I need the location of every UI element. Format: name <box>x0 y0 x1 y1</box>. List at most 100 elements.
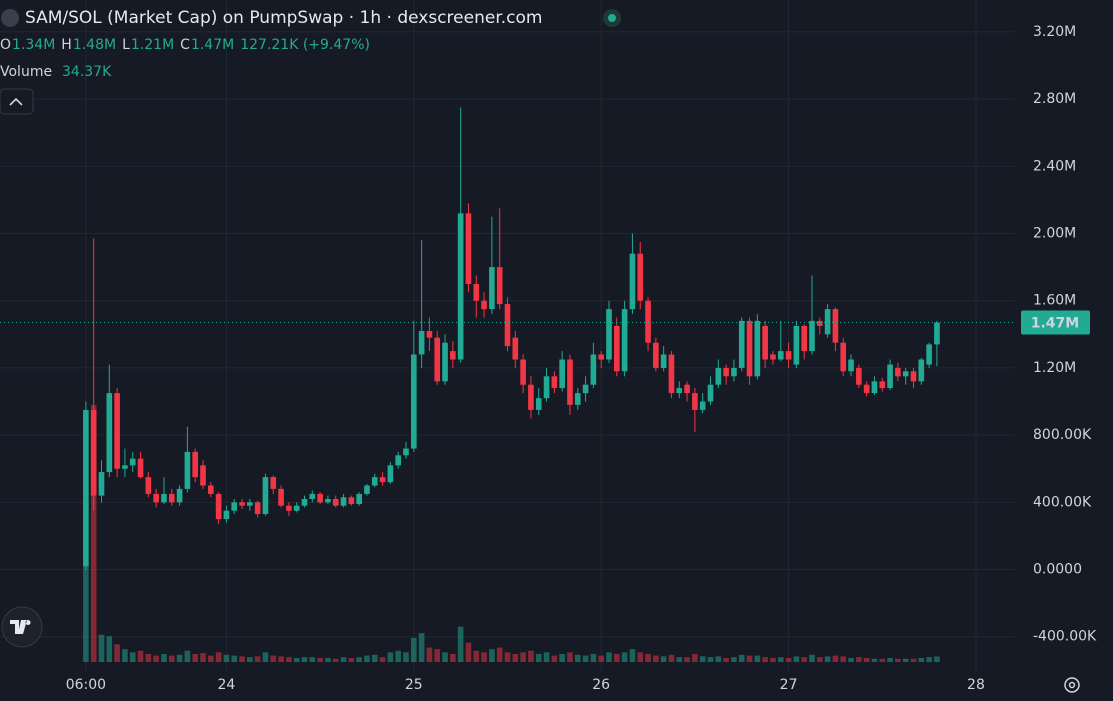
volume-bar <box>918 657 925 662</box>
candle-body <box>379 477 386 483</box>
candle-body <box>738 320 745 368</box>
candle-body <box>137 458 144 478</box>
collapse-button[interactable] <box>0 88 34 115</box>
candle-body <box>340 497 347 506</box>
volume-bar <box>192 653 199 662</box>
candle-body <box>161 493 167 503</box>
candle-body <box>863 384 870 394</box>
volume-bar <box>223 654 230 662</box>
candle-body <box>457 213 464 360</box>
candle-body <box>301 498 308 506</box>
volume-bar <box>731 657 737 662</box>
volume-bar <box>122 649 128 662</box>
candle-body <box>582 384 589 394</box>
volume-bar <box>707 657 714 662</box>
volume-bar <box>762 657 768 662</box>
candle-body <box>793 325 800 365</box>
candle-body <box>770 354 776 360</box>
volume-bar <box>348 657 355 662</box>
candle-body <box>684 384 690 394</box>
volume-bar <box>309 657 316 662</box>
y-tick-label: 2.80M <box>1033 91 1076 107</box>
volume-bar <box>176 654 183 662</box>
candle-body <box>551 376 558 389</box>
volume-bar <box>520 652 526 662</box>
volume-bar <box>934 656 940 662</box>
volume-bar <box>856 657 862 662</box>
candle-body <box>489 267 495 310</box>
candle-body <box>887 364 893 389</box>
candle-body <box>395 455 402 466</box>
candle-body <box>356 493 362 504</box>
chevron-icon <box>9 97 23 106</box>
volume-bar <box>395 650 402 662</box>
candle-body <box>247 502 253 506</box>
candle-body <box>723 367 729 377</box>
candle-body <box>231 502 238 511</box>
volume-bar <box>528 650 534 662</box>
candle-body <box>598 354 605 360</box>
volume-bar <box>481 652 487 662</box>
x-tick-label: 26 <box>592 677 610 693</box>
y-tick-label: 400.00K <box>1033 494 1092 510</box>
candle-body <box>660 354 667 368</box>
candle-body <box>364 485 370 494</box>
candle-body <box>426 330 433 338</box>
volume-bar <box>699 656 706 662</box>
candle-body <box>910 371 917 382</box>
legend-value: 1.47M <box>191 37 234 53</box>
volume-bar <box>668 654 675 662</box>
volume-bar <box>465 642 472 662</box>
candle-body <box>754 320 761 377</box>
volume-bar <box>83 565 89 662</box>
candle-body <box>348 497 355 504</box>
price-label-box <box>1021 310 1090 335</box>
volume-bar <box>621 652 628 662</box>
volume-bar <box>559 653 565 662</box>
chart-title: SAM/SOL (Market Cap) on PumpSwap · 1h · … <box>25 8 542 28</box>
candle-body <box>520 359 526 385</box>
volume-bar <box>379 657 386 662</box>
volume-bar <box>637 652 644 662</box>
volume-bar <box>239 656 245 662</box>
candle-body <box>801 325 808 352</box>
candle-body <box>129 458 136 466</box>
candle-body <box>777 351 784 360</box>
candle-body <box>848 359 854 372</box>
y-tick-label: 1.20M <box>1033 360 1076 376</box>
volume-bar <box>418 633 425 662</box>
candle-body <box>83 409 89 567</box>
legend-key: O <box>0 37 11 53</box>
settings-icon[interactable] <box>1064 677 1080 693</box>
candle-body <box>496 267 503 305</box>
candle-body <box>785 351 792 360</box>
volume-bar <box>645 653 651 662</box>
candle-body <box>410 354 417 449</box>
volume-bar <box>426 647 433 662</box>
volume-bar <box>442 652 448 662</box>
volume-bar <box>450 653 456 662</box>
candle-body <box>168 493 175 503</box>
candle-body <box>262 477 269 515</box>
volume-bar <box>887 657 893 662</box>
candle-body <box>668 354 675 394</box>
candle-body <box>692 393 698 410</box>
candle-body <box>286 505 292 511</box>
volume-bar <box>254 656 261 662</box>
volume-bar <box>567 652 573 662</box>
legend-key: H <box>61 37 72 53</box>
candle-body <box>895 367 901 377</box>
volume-bar <box>738 654 745 662</box>
token-icon <box>1 9 19 27</box>
candle-body <box>934 322 940 345</box>
candle-body <box>387 465 394 483</box>
candle-body <box>543 376 550 399</box>
volume-bar <box>746 655 753 662</box>
volume-title: Volume <box>0 64 52 80</box>
volume-bar <box>247 657 253 662</box>
volume-bar <box>848 657 854 662</box>
volume-bar <box>692 653 698 662</box>
candle-body <box>653 342 659 368</box>
candle-body <box>207 485 214 494</box>
